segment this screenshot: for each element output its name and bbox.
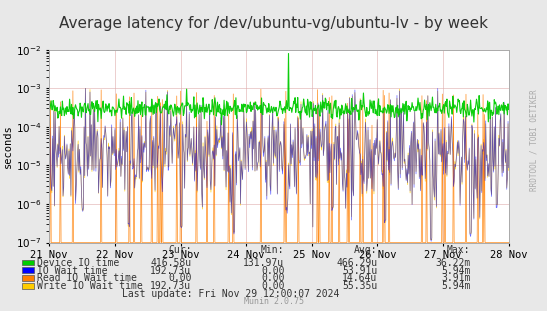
Y-axis label: seconds: seconds	[3, 124, 13, 168]
Text: 0.00: 0.00	[261, 281, 284, 291]
Text: Device IO time: Device IO time	[37, 258, 119, 268]
Text: Write IO Wait time: Write IO Wait time	[37, 281, 142, 291]
Text: RRDTOOL / TOBI OETIKER: RRDTOOL / TOBI OETIKER	[530, 89, 539, 191]
Text: 36.22m: 36.22m	[435, 258, 470, 268]
Text: 0.00: 0.00	[261, 273, 284, 283]
Text: 53.91u: 53.91u	[342, 266, 377, 276]
Text: Last update: Fri Nov 29 12:00:07 2024: Last update: Fri Nov 29 12:00:07 2024	[122, 289, 339, 299]
Text: 466.29u: 466.29u	[336, 258, 377, 268]
Text: 5.94m: 5.94m	[441, 281, 470, 291]
Text: 3.91m: 3.91m	[441, 273, 470, 283]
Text: 416.58u: 416.58u	[150, 258, 191, 268]
Text: Min:: Min:	[261, 245, 284, 255]
Text: 55.35u: 55.35u	[342, 281, 377, 291]
Text: 192.73u: 192.73u	[150, 281, 191, 291]
Text: 0.00: 0.00	[168, 273, 191, 283]
Text: Avg:: Avg:	[354, 245, 377, 255]
Text: IO Wait time: IO Wait time	[37, 266, 107, 276]
Text: Cur:: Cur:	[168, 245, 191, 255]
Text: Munin 2.0.75: Munin 2.0.75	[243, 297, 304, 306]
Text: Average latency for /dev/ubuntu-vg/ubuntu-lv - by week: Average latency for /dev/ubuntu-vg/ubunt…	[59, 16, 488, 31]
Text: 5.94m: 5.94m	[441, 266, 470, 276]
Text: 192.73u: 192.73u	[150, 266, 191, 276]
Text: Max:: Max:	[447, 245, 470, 255]
Text: 14.64u: 14.64u	[342, 273, 377, 283]
Text: 0.00: 0.00	[261, 266, 284, 276]
Text: Read IO Wait time: Read IO Wait time	[37, 273, 137, 283]
Text: 131.97u: 131.97u	[243, 258, 284, 268]
